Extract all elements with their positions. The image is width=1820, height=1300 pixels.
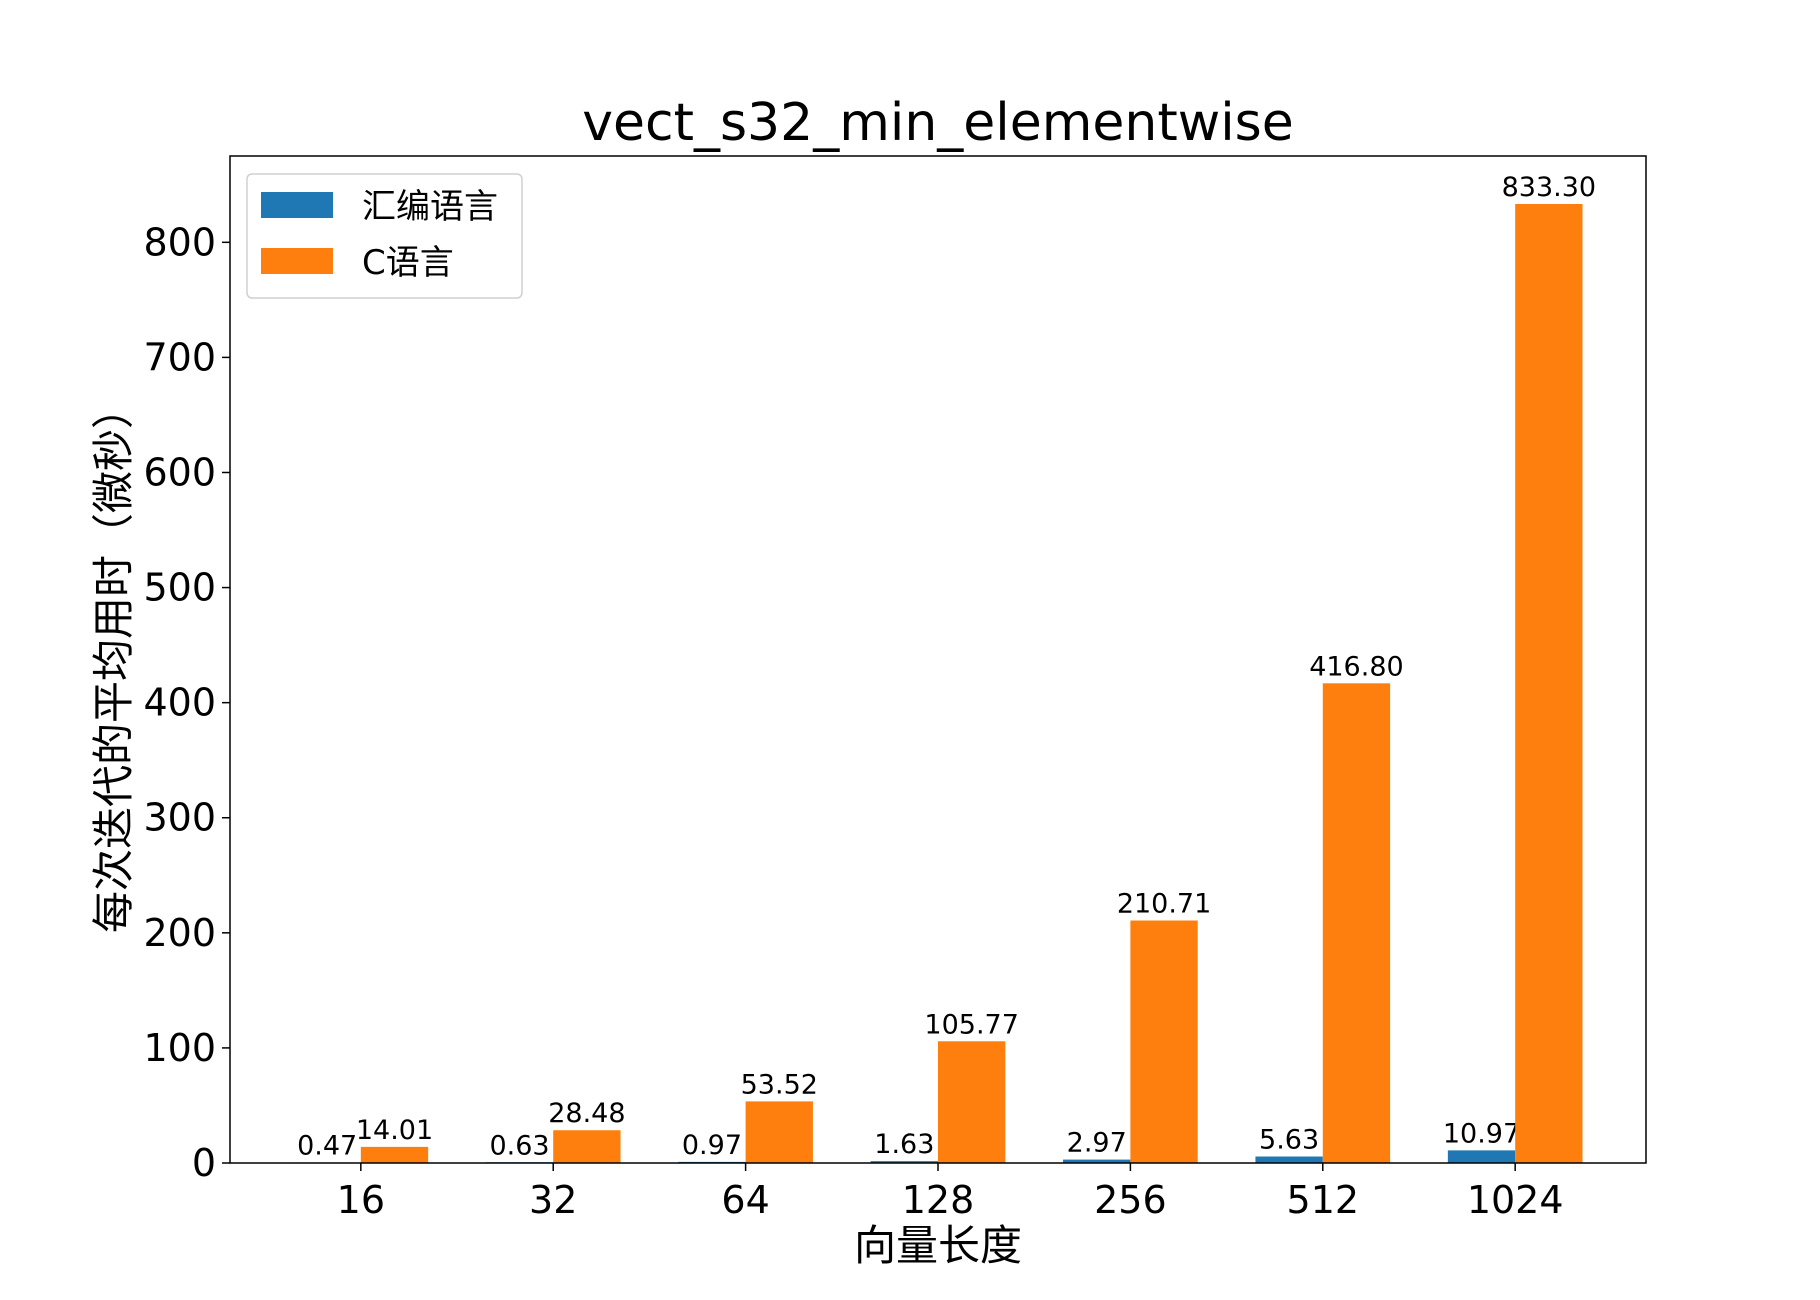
legend-label-asm: 汇编语言 (362, 187, 498, 227)
bar-c-16 (360, 1146, 429, 1163)
y-tick-label: 400 (143, 681, 216, 725)
plot-frame (229, 155, 1647, 1164)
data-label: 10.97 (1443, 1118, 1520, 1149)
bar-asm-128 (870, 1161, 938, 1163)
bar-asm-1024 (1447, 1150, 1516, 1163)
y-tick-label: 300 (143, 796, 216, 840)
data-label: 2.97 (1067, 1128, 1127, 1159)
x-tick-label: 512 (1287, 1178, 1360, 1222)
y-tick-label: 500 (143, 566, 216, 610)
data-label: 5.63 (1259, 1125, 1319, 1156)
data-label: 210.71 (1117, 889, 1211, 920)
data-label: 416.80 (1309, 651, 1403, 682)
data-label: 0.97 (682, 1130, 742, 1161)
y-tick-label: 600 (143, 450, 216, 494)
x-axis-label: 向量长度 (854, 1221, 1022, 1270)
data-label: 14.01 (356, 1115, 433, 1146)
y-tick-label: 0 (192, 1141, 216, 1185)
data-label: 833.30 (1502, 172, 1596, 203)
bar-c-128 (938, 1041, 1006, 1163)
legend-swatch-asm (261, 192, 333, 218)
y-tick-label: 100 (143, 1026, 216, 1070)
bar-c-1024 (1515, 203, 1583, 1164)
data-label: 0.47 (297, 1130, 357, 1161)
x-tick-label: 16 (337, 1178, 385, 1222)
y-tick-label: 200 (143, 911, 216, 955)
legend: 汇编语言 C语言 (246, 173, 523, 299)
data-label: 53.52 (741, 1069, 818, 1100)
y-tick-label: 800 (143, 220, 216, 264)
legend-label-c: C语言 (362, 243, 454, 283)
chart-title: vect_s32_min_elementwise (582, 93, 1294, 153)
bar-asm-512 (1255, 1156, 1323, 1163)
data-label: 105.77 (924, 1009, 1018, 1040)
data-label: 0.63 (489, 1130, 549, 1161)
bar-c-32 (553, 1130, 621, 1163)
x-tick-label: 32 (529, 1178, 577, 1222)
x-tick-label: 1024 (1467, 1178, 1564, 1222)
x-tick-label: 256 (1094, 1178, 1167, 1222)
y-axis-label: 每次迭代的平均用时（微秒） (89, 387, 138, 933)
x-tick-label: 128 (902, 1178, 975, 1222)
data-label: 28.48 (548, 1098, 625, 1129)
bar-c-512 (1322, 683, 1391, 1163)
y-tick-label: 700 (143, 335, 216, 379)
bar-c-64 (745, 1101, 813, 1163)
bar-asm-256 (1063, 1159, 1131, 1163)
legend-swatch-c (261, 248, 333, 274)
bar-c-256 (1130, 920, 1198, 1163)
data-label: 1.63 (874, 1129, 934, 1160)
x-tick-label: 64 (721, 1178, 769, 1222)
